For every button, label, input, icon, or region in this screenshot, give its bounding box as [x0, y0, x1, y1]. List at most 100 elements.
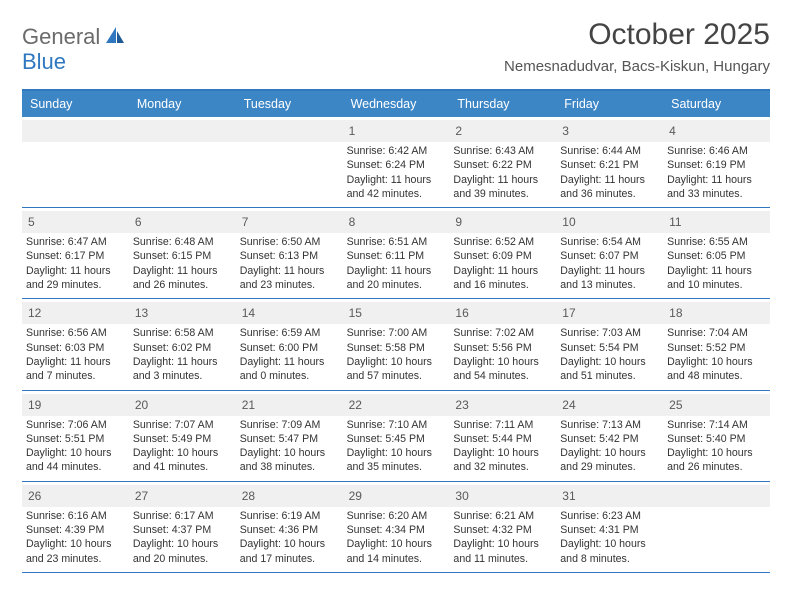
- sunset-text: Sunset: 6:19 PM: [667, 158, 766, 172]
- daylight-text: Daylight: 10 hours and 23 minutes.: [26, 537, 125, 566]
- daynum-row: 8: [343, 211, 450, 233]
- day-header: Saturday: [663, 91, 770, 117]
- sunset-text: Sunset: 5:54 PM: [560, 341, 659, 355]
- day-number: 31: [562, 489, 575, 503]
- day-number: 7: [242, 215, 249, 229]
- sunrise-text: Sunrise: 7:00 AM: [347, 326, 446, 340]
- day-cell: [22, 117, 129, 207]
- day-number: 14: [242, 306, 255, 320]
- sunrise-text: Sunrise: 7:11 AM: [453, 418, 552, 432]
- daynum-row: 17: [556, 302, 663, 324]
- title-block: October 2025 Nemesnadudvar, Bacs-Kiskun,…: [504, 18, 770, 75]
- day-cell: 4 Sunrise: 6:46 AMSunset: 6:19 PMDaylight…: [663, 117, 770, 207]
- daynum-row: 7: [236, 211, 343, 233]
- daynum-row: 13: [129, 302, 236, 324]
- sunrise-text: Sunrise: 7:04 AM: [667, 326, 766, 340]
- sunset-text: Sunset: 6:09 PM: [453, 249, 552, 263]
- day-cell: 26Sunrise: 6:16 AMSunset: 4:39 PMDayligh…: [22, 482, 129, 572]
- day-number: 4: [669, 124, 676, 138]
- day-cell: 3Sunrise: 6:44 AMSunset: 6:21 PMDaylight…: [556, 117, 663, 207]
- daylight-text: Daylight: 11 hours and 3 minutes.: [133, 355, 232, 384]
- week-row: 5Sunrise: 6:47 AMSunset: 6:17 PMDaylight…: [22, 208, 770, 299]
- weeks-container: 1Sunrise: 6:42 AMSunset: 6:24 PMDaylight…: [22, 117, 770, 573]
- sunrise-text: Sunrise: 6:19 AM: [240, 509, 339, 523]
- day-cell: 30Sunrise: 6:21 AMSunset: 4:32 PMDayligh…: [449, 482, 556, 572]
- daynum-row: [236, 120, 343, 142]
- day-number: 23: [455, 398, 468, 412]
- day-cell: 11Sunrise: 6:55 AMSunset: 6:05 PMDayligh…: [663, 208, 770, 298]
- day-number: 17: [562, 306, 575, 320]
- day-number: [135, 124, 138, 138]
- sunset-text: Sunset: 6:15 PM: [133, 249, 232, 263]
- sunset-text: Sunset: 4:34 PM: [347, 523, 446, 537]
- sunset-text: Sunset: 6:07 PM: [560, 249, 659, 263]
- sunrise-text: Sunrise: 6:55 AM: [667, 235, 766, 249]
- day-number: 20: [135, 398, 148, 412]
- day-cell: 25Sunrise: 7:14 AMSunset: 5:40 PMDayligh…: [663, 391, 770, 481]
- daynum-row: 19: [22, 394, 129, 416]
- daylight-text: Daylight: 11 hours and 16 minutes.: [453, 264, 552, 293]
- sunset-text: Sunset: 6:22 PM: [453, 158, 552, 172]
- daylight-text: Daylight: 11 hours and 33 minutes.: [667, 173, 766, 202]
- sunrise-text: Sunrise: 6:56 AM: [26, 326, 125, 340]
- daylight-text: Daylight: 11 hours and 26 minutes.: [133, 264, 232, 293]
- sunrise-text: Sunrise: 6:43 AM: [453, 144, 552, 158]
- day-header: Tuesday: [236, 91, 343, 117]
- logo: General: [22, 24, 130, 50]
- day-cell: 16Sunrise: 7:02 AMSunset: 5:56 PMDayligh…: [449, 299, 556, 389]
- logo-text-blue: Blue: [22, 49, 66, 75]
- daylight-text: Daylight: 10 hours and 54 minutes.: [453, 355, 552, 384]
- daylight-text: Daylight: 11 hours and 23 minutes.: [240, 264, 339, 293]
- calendar: Sunday Monday Tuesday Wednesday Thursday…: [22, 89, 770, 573]
- day-cell: 27Sunrise: 6:17 AMSunset: 4:37 PMDayligh…: [129, 482, 236, 572]
- day-header: Monday: [129, 91, 236, 117]
- daylight-text: Daylight: 10 hours and 20 minutes.: [133, 537, 232, 566]
- week-row: 26Sunrise: 6:16 AMSunset: 4:39 PMDayligh…: [22, 482, 770, 573]
- sunset-text: Sunset: 5:42 PM: [560, 432, 659, 446]
- daylight-text: Daylight: 11 hours and 0 minutes.: [240, 355, 339, 384]
- day-cell: [236, 117, 343, 207]
- day-number: 12: [28, 306, 41, 320]
- sunset-text: Sunset: 4:39 PM: [26, 523, 125, 537]
- day-number: 13: [135, 306, 148, 320]
- sunset-text: Sunset: 5:52 PM: [667, 341, 766, 355]
- day-cell: 7Sunrise: 6:50 AMSunset: 6:13 PMDaylight…: [236, 208, 343, 298]
- sunrise-text: Sunrise: 6:46 AM: [667, 144, 766, 158]
- day-number: 28: [242, 489, 255, 503]
- day-cell: 1Sunrise: 6:42 AMSunset: 6:24 PMDaylight…: [343, 117, 450, 207]
- daynum-row: 3: [556, 120, 663, 142]
- daylight-text: Daylight: 10 hours and 14 minutes.: [347, 537, 446, 566]
- day-number: 10: [562, 215, 575, 229]
- daynum-row: 4: [663, 120, 770, 142]
- sunset-text: Sunset: 6:13 PM: [240, 249, 339, 263]
- day-cell: 23Sunrise: 7:11 AMSunset: 5:44 PMDayligh…: [449, 391, 556, 481]
- sunset-text: Sunset: 4:37 PM: [133, 523, 232, 537]
- sunset-text: Sunset: 4:31 PM: [560, 523, 659, 537]
- sunset-text: Sunset: 5:47 PM: [240, 432, 339, 446]
- day-cell: 12Sunrise: 6:56 AMSunset: 6:03 PMDayligh…: [22, 299, 129, 389]
- sunrise-text: Sunrise: 6:23 AM: [560, 509, 659, 523]
- sunrise-text: Sunrise: 7:14 AM: [667, 418, 766, 432]
- day-cell: 31Sunrise: 6:23 AMSunset: 4:31 PMDayligh…: [556, 482, 663, 572]
- day-number: 29: [349, 489, 362, 503]
- day-number: 21: [242, 398, 255, 412]
- daynum-row: [663, 485, 770, 507]
- day-cell: 20Sunrise: 7:07 AMSunset: 5:49 PMDayligh…: [129, 391, 236, 481]
- sunrise-text: Sunrise: 6:51 AM: [347, 235, 446, 249]
- day-cell: 29Sunrise: 6:20 AMSunset: 4:34 PMDayligh…: [343, 482, 450, 572]
- sunset-text: Sunset: 4:36 PM: [240, 523, 339, 537]
- daylight-text: Daylight: 10 hours and 57 minutes.: [347, 355, 446, 384]
- daynum-row: 22: [343, 394, 450, 416]
- daylight-text: Daylight: 11 hours and 20 minutes.: [347, 264, 446, 293]
- logo-sail-icon: [104, 25, 126, 50]
- day-number: 11: [669, 215, 681, 229]
- sunset-text: Sunset: 6:24 PM: [347, 158, 446, 172]
- day-number: 26: [28, 489, 41, 503]
- daynum-row: 30: [449, 485, 556, 507]
- daylight-text: Daylight: 10 hours and 38 minutes.: [240, 446, 339, 475]
- day-number: 5: [28, 215, 35, 229]
- daylight-text: Daylight: 10 hours and 29 minutes.: [560, 446, 659, 475]
- month-title: October 2025: [504, 18, 770, 52]
- sunrise-text: Sunrise: 6:52 AM: [453, 235, 552, 249]
- day-header-row: Sunday Monday Tuesday Wednesday Thursday…: [22, 91, 770, 117]
